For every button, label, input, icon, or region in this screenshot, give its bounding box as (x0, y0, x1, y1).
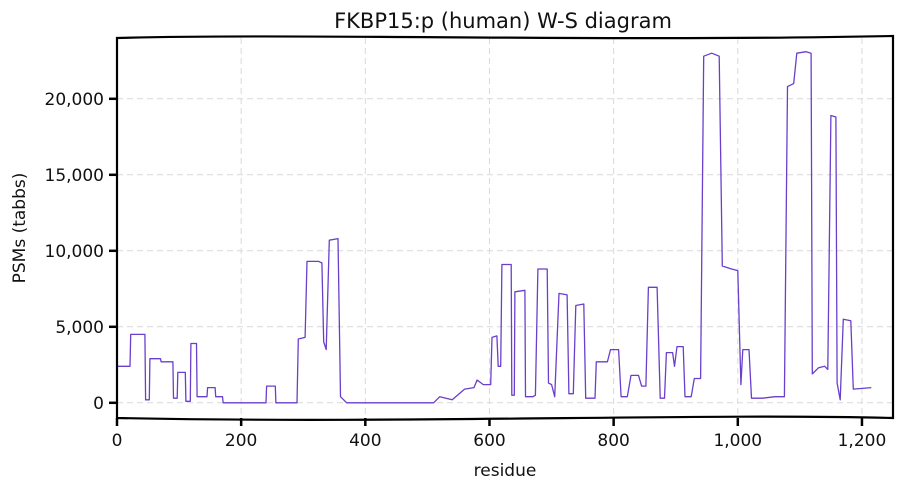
y-tick-label: 15,000 (45, 166, 104, 186)
x-tick-label: 1,200 (838, 431, 887, 451)
grid (116, 38, 893, 418)
x-axis: 0 200 400 600 800 1,000 1,200 (112, 418, 887, 451)
y-tick-label: 20,000 (45, 90, 104, 110)
x-tick-label: 600 (473, 431, 505, 451)
y-axis-label: PSMs (tabbs) (10, 173, 30, 284)
y-tick-label: 5,000 (55, 318, 104, 338)
x-tick-label: 800 (597, 431, 629, 451)
y-tick-label: 10,000 (45, 242, 104, 262)
plot-area (117, 51, 872, 404)
plot-frame (115, 34, 895, 421)
x-axis-label: residue (474, 461, 537, 481)
y-axis: 0 5,000 10,000 15,000 20,000 (45, 90, 117, 414)
y-tick-label: 0 (93, 394, 104, 414)
chart-title: FKBP15:p (human) W-S diagram (334, 9, 672, 33)
x-tick-label: 400 (349, 431, 381, 451)
series-line (117, 51, 872, 404)
x-tick-label: 200 (225, 431, 257, 451)
x-tick-label: 1,000 (713, 431, 762, 451)
x-tick-label: 0 (112, 431, 123, 451)
